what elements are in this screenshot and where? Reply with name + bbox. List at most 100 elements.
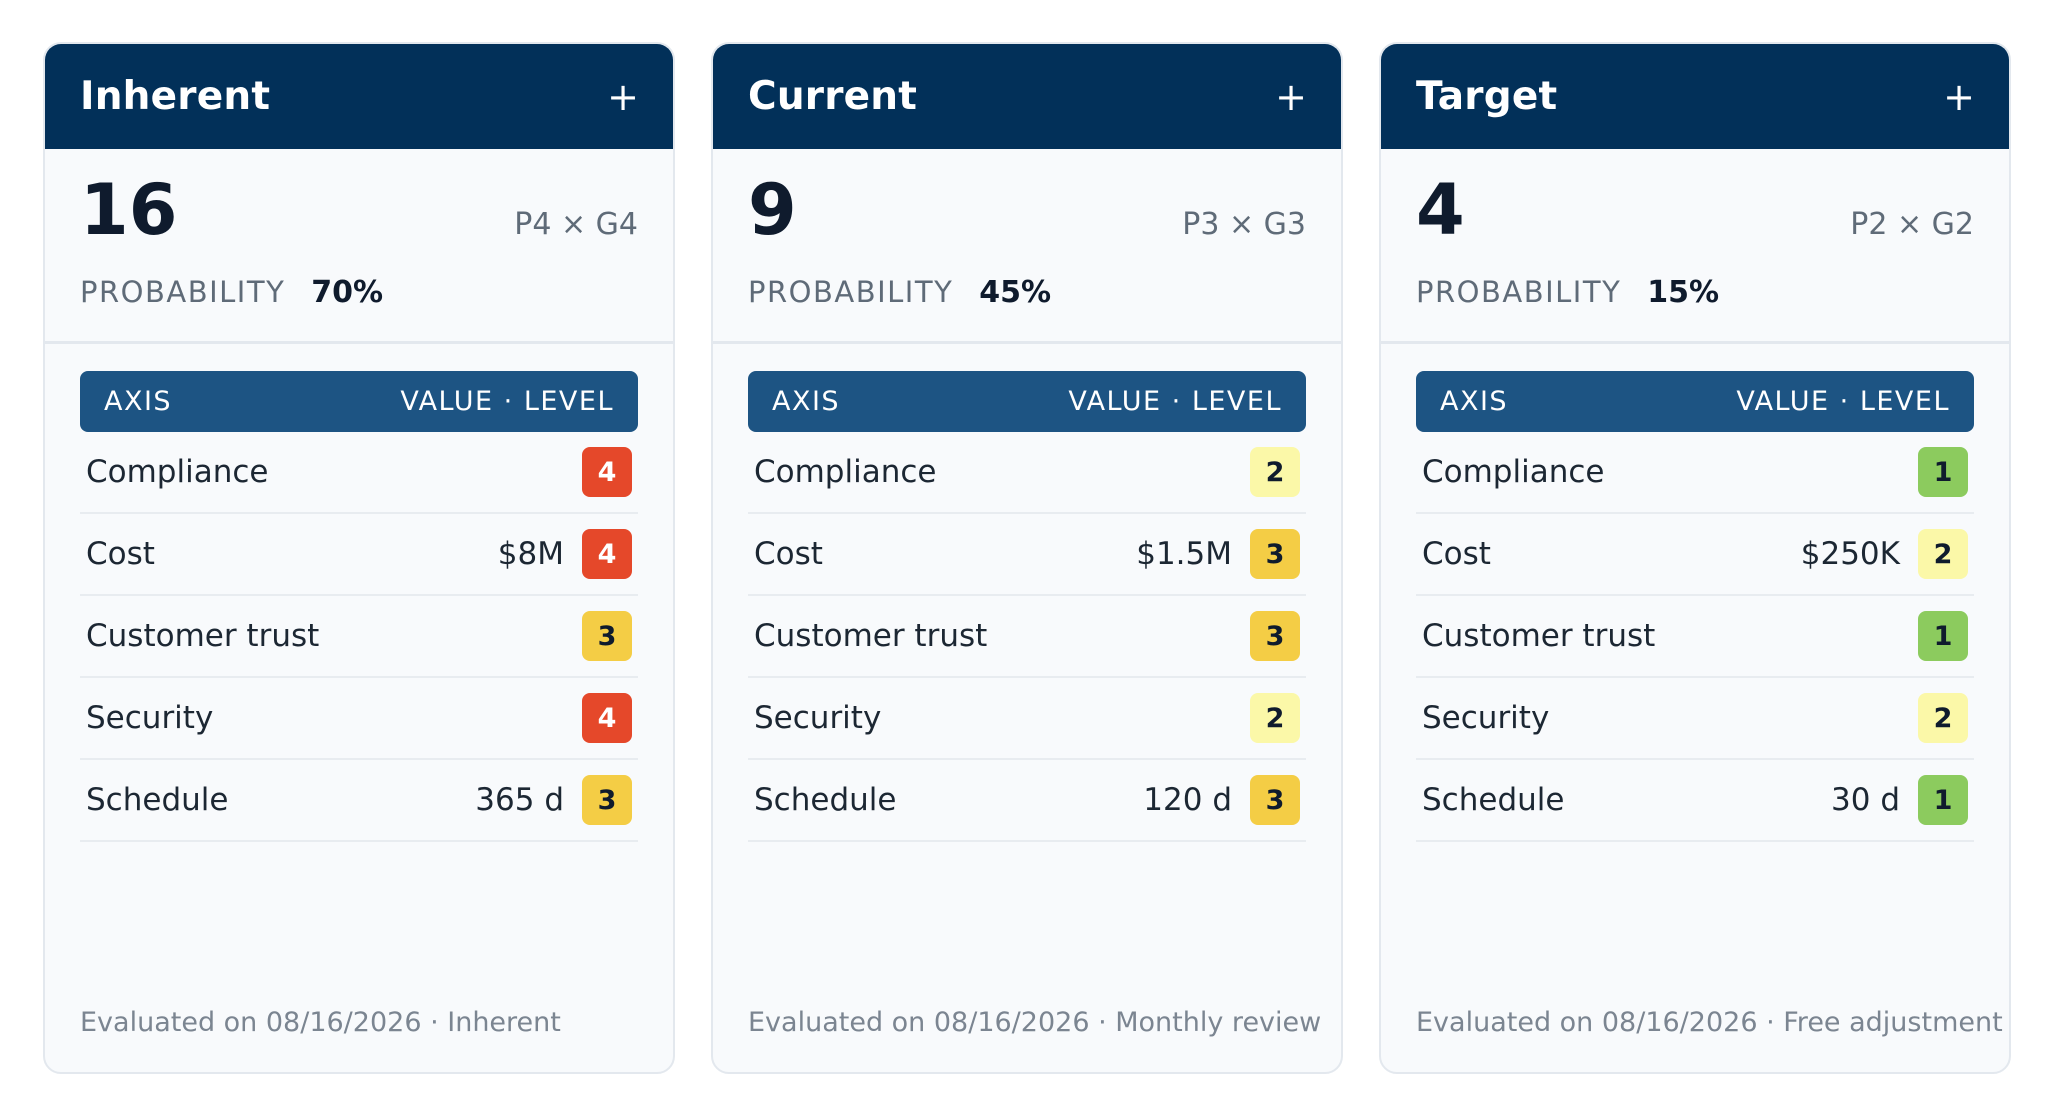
level-badge: 3	[1250, 775, 1300, 825]
level-badge: 4	[582, 693, 632, 743]
evaluation-footer: Evaluated on 08/16/2026 · Free adjustmen…	[1416, 1007, 2003, 1038]
level-badge: 3	[1250, 611, 1300, 661]
level-badge: 4	[582, 529, 632, 579]
axis-column-header: AXIS	[104, 386, 173, 417]
add-icon[interactable]: +	[607, 74, 639, 119]
card-title: Target	[1416, 74, 1558, 119]
axis-name: Customer trust	[754, 618, 988, 654]
risk-cards-container: Inherent + 16 P4 × G4 PROBABILITY 70% AX…	[43, 42, 2011, 1074]
axis-name: Schedule	[754, 782, 897, 818]
value-level-column-header: VALUE · LEVEL	[1068, 386, 1282, 417]
axis-row: Security 4	[80, 678, 638, 760]
risk-score: 16	[80, 169, 178, 251]
axis-rows: Compliance 4 Cost $8M 4 Customer trust 3 Securi…	[80, 432, 638, 842]
level-badge: 2	[1918, 693, 1968, 743]
risk-card-inherent: Inherent + 16 P4 × G4 PROBABILITY 70% AX…	[43, 42, 675, 1074]
value-level-column-header: VALUE · LEVEL	[1736, 386, 1950, 417]
axis-name: Schedule	[1422, 782, 1565, 818]
axis-row: Compliance 4	[80, 432, 638, 514]
axis-name: Cost	[754, 536, 823, 572]
axis-name: Compliance	[86, 454, 269, 490]
axis-row: Compliance 2	[748, 432, 1306, 514]
axis-value-level: $250K 2	[1801, 529, 1968, 579]
axis-value: 30 d	[1831, 782, 1900, 818]
level-badge: 3	[1250, 529, 1300, 579]
axis-value: $250K	[1800, 536, 1900, 572]
axis-name: Compliance	[754, 454, 937, 490]
level-badge: 2	[1918, 529, 1968, 579]
probability-value: 15%	[1647, 275, 1720, 310]
level-badge: 2	[1250, 693, 1300, 743]
level-badge: 1	[1918, 447, 1968, 497]
axis-row: Cost $1.5M 3	[748, 514, 1306, 596]
axis-value-level: 4	[564, 447, 632, 497]
axis-row: Security 2	[1416, 678, 1974, 760]
axis-table: AXIS VALUE · LEVEL Compliance 4 Cost $8M 4 Cu…	[80, 371, 638, 842]
axis-value-level: 2	[1232, 693, 1300, 743]
axis-column-header: AXIS	[772, 386, 841, 417]
axis-value-level: 3	[1232, 611, 1300, 661]
axis-table: AXIS VALUE · LEVEL Compliance 1 Cost $250K 2…	[1416, 371, 1974, 842]
axis-name: Compliance	[1422, 454, 1605, 490]
card-title: Current	[748, 74, 918, 119]
axis-row: Compliance 1	[1416, 432, 1974, 514]
axis-value-level: $8M 4	[498, 529, 632, 579]
score-formula: P4 × G4	[514, 207, 638, 242]
add-icon[interactable]: +	[1943, 74, 1975, 119]
add-icon[interactable]: +	[1275, 74, 1307, 119]
axis-row: Customer trust 3	[80, 596, 638, 678]
score-summary: 4 P2 × G2 PROBABILITY 15%	[1381, 149, 2009, 344]
axis-value: 365 d	[475, 782, 564, 818]
axis-value-level: 365 d 3	[475, 775, 632, 825]
axis-value: 120 d	[1143, 782, 1232, 818]
axis-column-header: AXIS	[1440, 386, 1509, 417]
axis-name: Customer trust	[1422, 618, 1656, 654]
axis-name: Schedule	[86, 782, 229, 818]
level-badge: 1	[1918, 775, 1968, 825]
risk-card-target: Target + 4 P2 × G2 PROBABILITY 15% AXIS …	[1379, 42, 2011, 1074]
axis-row: Schedule 30 d 1	[1416, 760, 1974, 842]
table-header: AXIS VALUE · LEVEL	[80, 371, 638, 432]
level-badge: 3	[582, 775, 632, 825]
axis-value-level: 2	[1900, 693, 1968, 743]
axis-name: Security	[86, 700, 214, 736]
table-header: AXIS VALUE · LEVEL	[1416, 371, 1974, 432]
card-header: Target +	[1381, 44, 2009, 149]
probability-value: 70%	[311, 275, 384, 310]
axis-row: Cost $250K 2	[1416, 514, 1974, 596]
axis-value-level: 1	[1900, 611, 1968, 661]
level-badge: 1	[1918, 611, 1968, 661]
axis-row: Security 2	[748, 678, 1306, 760]
probability-label: PROBABILITY	[748, 275, 954, 309]
axis-row: Schedule 120 d 3	[748, 760, 1306, 842]
level-badge: 4	[582, 447, 632, 497]
axis-value-level: 3	[564, 611, 632, 661]
level-badge: 3	[582, 611, 632, 661]
axis-name: Cost	[1422, 536, 1491, 572]
axis-rows: Compliance 2 Cost $1.5M 3 Customer trust 3 Secu…	[748, 432, 1306, 842]
risk-score: 9	[748, 169, 797, 251]
axis-row: Cost $8M 4	[80, 514, 638, 596]
level-badge: 2	[1250, 447, 1300, 497]
axis-name: Cost	[86, 536, 155, 572]
axis-value-level: 1	[1900, 447, 1968, 497]
card-header: Inherent +	[45, 44, 673, 149]
value-level-column-header: VALUE · LEVEL	[400, 386, 614, 417]
score-summary: 9 P3 × G3 PROBABILITY 45%	[713, 149, 1341, 344]
axis-table: AXIS VALUE · LEVEL Compliance 2 Cost $1.5M 3…	[748, 371, 1306, 842]
axis-name: Security	[754, 700, 882, 736]
axis-value-level: 2	[1232, 447, 1300, 497]
axis-value-level: 4	[564, 693, 632, 743]
axis-value-level: $1.5M 3	[1136, 529, 1300, 579]
evaluation-footer: Evaluated on 08/16/2026 · Inherent	[80, 1007, 561, 1038]
risk-card-current: Current + 9 P3 × G3 PROBABILITY 45% AXIS…	[711, 42, 1343, 1074]
probability-label: PROBABILITY	[1416, 275, 1622, 309]
axis-row: Customer trust 1	[1416, 596, 1974, 678]
probability-row: PROBABILITY 45%	[748, 275, 1306, 310]
axis-row: Customer trust 3	[748, 596, 1306, 678]
probability-row: PROBABILITY 70%	[80, 275, 638, 310]
axis-value: $1.5M	[1136, 536, 1232, 572]
axis-value-level: 30 d 1	[1831, 775, 1968, 825]
probability-label: PROBABILITY	[80, 275, 286, 309]
evaluation-footer: Evaluated on 08/16/2026 · Monthly review	[748, 1007, 1322, 1038]
